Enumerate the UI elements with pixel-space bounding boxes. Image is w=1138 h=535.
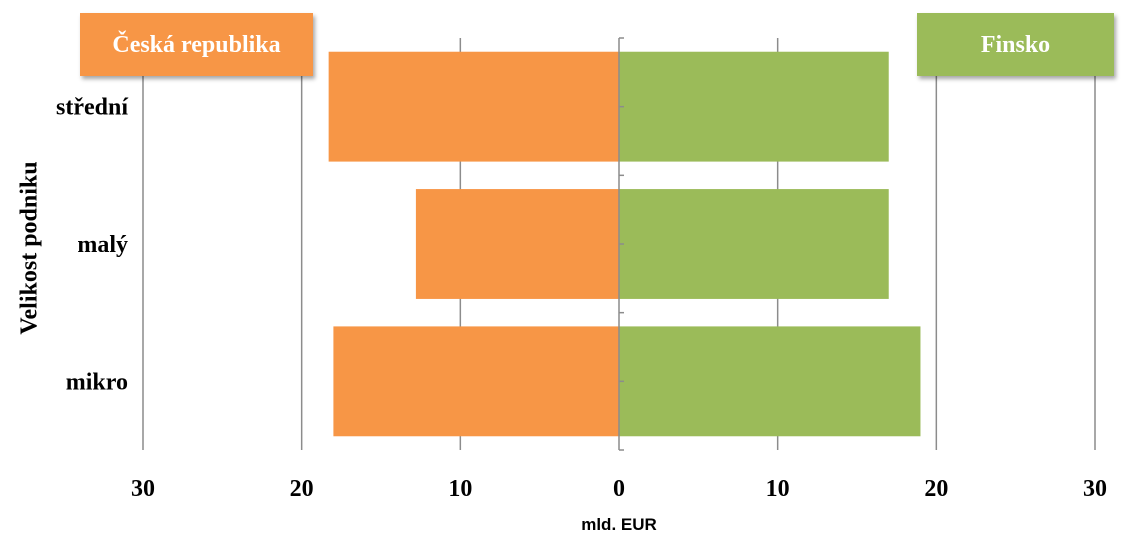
- legend-finland: Finsko: [917, 13, 1114, 76]
- category-label: malý: [77, 232, 128, 258]
- category-label: mikro: [66, 369, 128, 395]
- x-tick-label: 20: [290, 476, 314, 502]
- bar-finland-mikro: [619, 326, 920, 436]
- x-tick-label: 30: [131, 476, 155, 502]
- category-label: střední: [56, 95, 128, 121]
- x-tick-label: 10: [448, 476, 472, 502]
- x-tick-label: 30: [1083, 476, 1107, 502]
- legend-czech-republic: Česká republika: [80, 13, 313, 76]
- bar-finland-malý: [619, 189, 889, 299]
- x-tick-label: 20: [924, 476, 948, 502]
- bar-czech-malý: [416, 189, 619, 299]
- y-axis-title: Velikost podniku: [17, 161, 44, 334]
- bar-finland-střední: [619, 52, 889, 162]
- bar-czech-mikro: [333, 326, 619, 436]
- x-axis-title: mld. EUR: [581, 515, 657, 534]
- x-tick-label: 0: [613, 476, 625, 502]
- bar-czech-střední: [329, 52, 619, 162]
- x-tick-label: 10: [766, 476, 790, 502]
